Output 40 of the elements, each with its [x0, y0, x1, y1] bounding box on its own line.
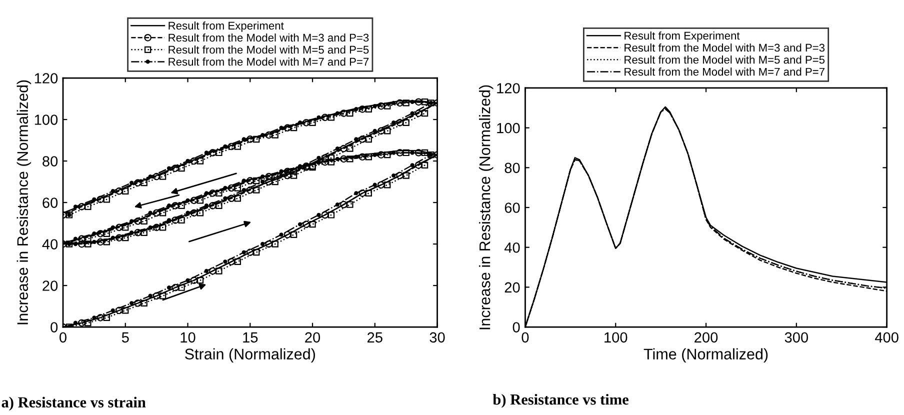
x-tick-label: 30	[430, 332, 445, 343]
legend-label: Result from the Model with M=3 and P=3	[624, 43, 825, 52]
legend-label: Result from Experiment	[168, 21, 284, 32]
x-tick-label: 0	[60, 332, 66, 343]
legend-label: Result from the Model with M=7 and P=7	[168, 58, 369, 66]
y-tick-label: 120	[34, 73, 58, 84]
x-tick-label: 10	[180, 332, 196, 343]
y-axis-title: Increase in Resistance (Normalized)	[16, 80, 32, 324]
x-tick-label: 5	[122, 332, 129, 343]
x-tick-label: 15	[243, 332, 258, 343]
y-tick-label: 40	[42, 239, 58, 250]
y-tick-label: 60	[42, 198, 58, 208]
x-axis-title: Strain (Normalized)	[185, 348, 315, 362]
y-axis-title: Increase in Resistance (Normalized)	[479, 85, 494, 330]
y-tick-label: 100	[34, 114, 58, 125]
y-tick-label: 60	[504, 202, 520, 213]
y-tick-label: 80	[504, 162, 520, 174]
y-tick-label: 100	[497, 122, 520, 134]
y-tick-label: 80	[42, 156, 58, 166]
x-tick-label: 100	[604, 332, 628, 343]
text: b) Resistance vs time	[492, 394, 628, 408]
x-tick-label: 0	[522, 332, 529, 343]
legend-label: Result from the Model with M=5 and P=5	[624, 56, 825, 64]
y-tick-label: 0	[50, 322, 58, 332]
y-tick-label: 40	[504, 242, 520, 253]
y-tick-label: 20	[504, 282, 520, 293]
x-axis-title: Time (Normalized)	[644, 348, 768, 362]
x-tick-label: 20	[305, 332, 320, 343]
legend-label: Result from the Model with M=5 and P=5	[168, 46, 369, 54]
legend-label: Result from the Model with M=3 and P=3	[168, 33, 369, 42]
x-tick-label: 400	[874, 332, 898, 343]
x-tick-label: 200	[694, 332, 718, 343]
y-tick-label: 20	[42, 280, 58, 291]
text: a) Resistance vs strain	[2, 396, 146, 411]
x-tick-label: 300	[784, 332, 808, 343]
y-tick-label: 0	[512, 322, 520, 332]
x-tick-label: 25	[368, 332, 382, 343]
y-tick-label: 120	[497, 83, 520, 94]
legend-label: Result from the Model with M=7 and P=7	[624, 68, 824, 76]
legend-label: Result from Experiment	[624, 31, 740, 42]
